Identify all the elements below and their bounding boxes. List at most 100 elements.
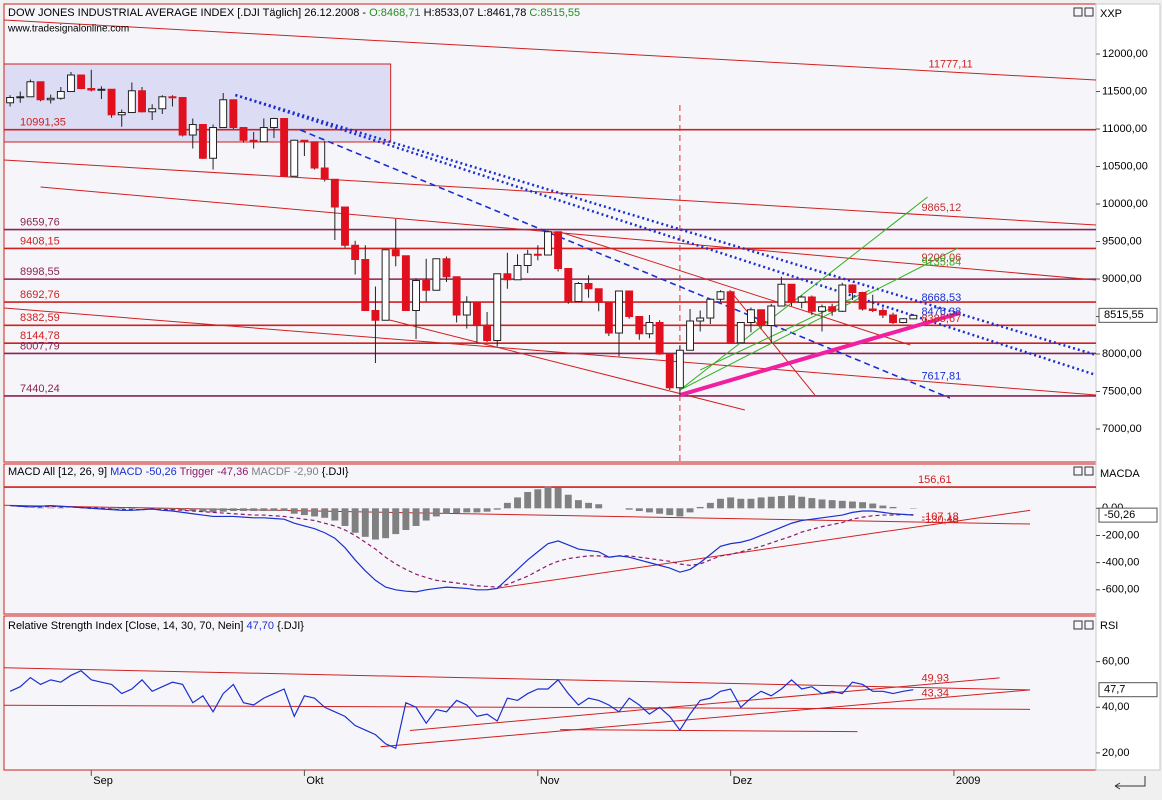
candle-body — [148, 108, 157, 113]
histogram-bar — [757, 497, 765, 509]
icon[interactable] — [1084, 466, 1094, 476]
candle-body — [249, 139, 258, 143]
candle-body — [899, 318, 908, 324]
icon[interactable] — [1073, 620, 1083, 630]
last-value-label: 8515,55 — [1104, 309, 1144, 321]
level-label: 8007,79 — [20, 340, 60, 352]
candle-body — [554, 231, 563, 270]
candle-body — [6, 97, 15, 104]
line-label: 8476,38 — [921, 306, 961, 318]
histogram-bar — [656, 508, 664, 514]
histogram-bar — [666, 508, 674, 516]
histogram-bar — [554, 487, 562, 509]
candle-body — [462, 301, 471, 316]
histogram-bar — [321, 508, 329, 518]
histogram-bar — [686, 508, 694, 513]
candle-body — [848, 284, 857, 294]
candle-body — [178, 97, 187, 136]
candle-body — [574, 283, 583, 303]
histogram-bar — [473, 508, 481, 513]
line-label: 7617,81 — [921, 371, 961, 383]
candle-body — [544, 231, 552, 256]
candle-body — [209, 127, 218, 159]
candle-body — [168, 96, 177, 99]
rsi-line — [9, 670, 914, 750]
histogram-bar — [179, 508, 187, 511]
trend-line — [490, 509, 1031, 590]
histogram-bar — [818, 499, 826, 509]
y-tick-label: 7000,00 — [1102, 423, 1142, 435]
level-label: 8144,78 — [20, 330, 60, 342]
symbol: {.DJI} — [277, 620, 304, 632]
candle-body — [635, 316, 644, 335]
histogram-bar — [564, 494, 572, 509]
last-value-label: 47,7 — [1104, 684, 1125, 696]
candle-body — [432, 258, 441, 291]
histogram-bar — [361, 508, 369, 537]
histogram-bar — [57, 507, 65, 509]
histogram-bar — [524, 491, 532, 509]
level-label: 8692,76 — [20, 289, 60, 301]
y-tick-label: 10500,00 — [1102, 160, 1148, 172]
date: 26.12.2008 — [304, 7, 359, 19]
histogram-bar — [574, 500, 582, 509]
separator: - — [362, 7, 366, 19]
axis-title: RSI — [1100, 620, 1118, 632]
histogram-bar — [240, 508, 247, 512]
icon[interactable] — [1073, 466, 1083, 476]
candle-body — [807, 296, 816, 312]
last-value-box — [1098, 682, 1158, 698]
histogram-bar — [696, 506, 704, 509]
histogram-bar — [382, 508, 390, 539]
candle-body — [127, 90, 136, 114]
histogram-bar — [270, 508, 278, 512]
scroll-icon[interactable] — [1114, 776, 1146, 790]
histogram-bar — [189, 508, 197, 512]
candle-body — [878, 310, 887, 316]
candle-body — [158, 96, 167, 110]
candle-body — [533, 253, 542, 256]
candle-body — [401, 255, 410, 312]
candle-body — [67, 74, 75, 93]
level-label: 7440,24 — [20, 383, 60, 395]
histogram-bar — [798, 496, 806, 509]
line-label: 9135,84 — [921, 257, 961, 269]
candle-body — [320, 167, 329, 180]
candle-body — [188, 124, 197, 136]
icon[interactable] — [1084, 620, 1094, 630]
trend-line — [4, 704, 1031, 710]
macd-line — [10, 504, 914, 593]
histogram-bar — [219, 508, 227, 512]
trend-line — [300, 129, 951, 399]
histogram-bar — [777, 496, 785, 509]
candle-body — [818, 306, 826, 312]
candle-body — [46, 97, 55, 101]
candle-body — [797, 296, 806, 303]
candle-body — [706, 298, 715, 319]
icon[interactable] — [1073, 7, 1083, 17]
candle-body — [909, 314, 918, 320]
candle-body — [26, 81, 35, 98]
candle-body — [107, 88, 116, 116]
histogram-bar — [534, 489, 542, 509]
trend-line — [4, 667, 1031, 691]
trend-line — [4, 307, 1096, 396]
macd-header: MACD All [12, 26, 9] MACD -50,26 Trigger… — [8, 466, 349, 478]
trend-line — [560, 729, 858, 733]
candle-body — [757, 309, 766, 327]
level-label: 156,61 — [918, 474, 952, 486]
candle-body — [117, 112, 126, 116]
candle-body — [645, 322, 654, 335]
low: L:8461,78 — [477, 7, 526, 19]
candle-body — [665, 353, 674, 389]
histogram-bar — [717, 498, 724, 509]
histogram-bar — [889, 506, 897, 509]
candle-body — [87, 88, 96, 91]
y-tick-label: 40,00 — [1102, 701, 1130, 713]
level-label: 8382,59 — [20, 312, 60, 324]
panel-icons[interactable] — [1073, 7, 1146, 790]
candle-body — [391, 249, 400, 257]
icon[interactable] — [1084, 7, 1094, 17]
axis-title: MACDA — [1100, 468, 1140, 480]
